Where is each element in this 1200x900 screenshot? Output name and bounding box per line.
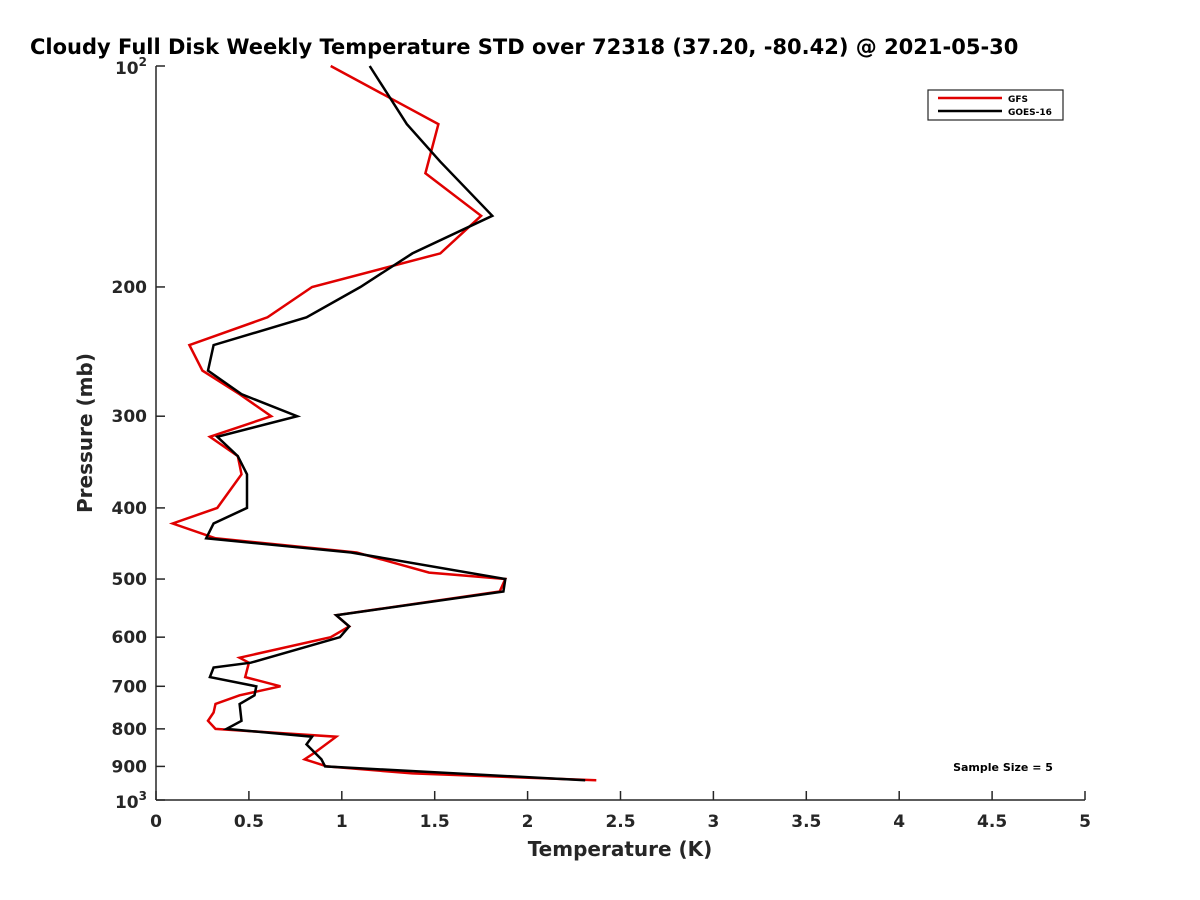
y-tick-label: 700: [112, 677, 148, 697]
legend: GFS GOES-16: [927, 89, 1064, 121]
y-tick-label: 500: [112, 570, 148, 590]
axes: 0 0.5 1 1.5 2 2.5 3 3.5 4 4.5 5 102 200 300 400 500 600 7…: [112, 55, 1091, 832]
x-tick-label: 1.5: [420, 812, 450, 832]
y-tick-label: 400: [112, 499, 148, 519]
y-tick-label: 600: [112, 628, 148, 648]
x-tick-label: 2.5: [605, 812, 635, 832]
chart-title: Cloudy Full Disk Weekly Temperature STD …: [30, 35, 1018, 59]
x-tick-label: 0.5: [234, 812, 264, 832]
x-tick-label: 0: [150, 812, 162, 832]
x-tick-label: 4.5: [977, 812, 1007, 832]
x-tick-label: 4: [893, 812, 905, 832]
legend-label-gfs: GFS: [1008, 95, 1028, 105]
x-tick-label: 3.5: [791, 812, 821, 832]
legend-label-goes16: GOES-16: [1008, 108, 1052, 118]
legend-box: [927, 89, 1064, 121]
sample-size-annotation: Sample Size = 5: [953, 761, 1053, 774]
y-tick-label: 800: [112, 720, 148, 740]
y-tick-label: 300: [112, 407, 148, 427]
y-tick-label: 200: [112, 278, 148, 298]
y-tick-label: 102: [115, 55, 147, 79]
x-tick-label: 2: [522, 812, 534, 832]
series-line-gfs: [168, 64, 597, 782]
x-tick-label: 5: [1079, 812, 1091, 832]
x-tick-label: 1: [336, 812, 348, 832]
y-tick-label: 103: [115, 789, 147, 813]
y-axis-label: Pressure (mb): [73, 353, 97, 513]
y-tick-label: 900: [112, 757, 148, 777]
series-line-goes16: [204, 65, 586, 782]
x-axis-label: Temperature (K): [528, 837, 713, 861]
x-tick-label: 3: [707, 812, 719, 832]
series-lines: [168, 64, 597, 782]
